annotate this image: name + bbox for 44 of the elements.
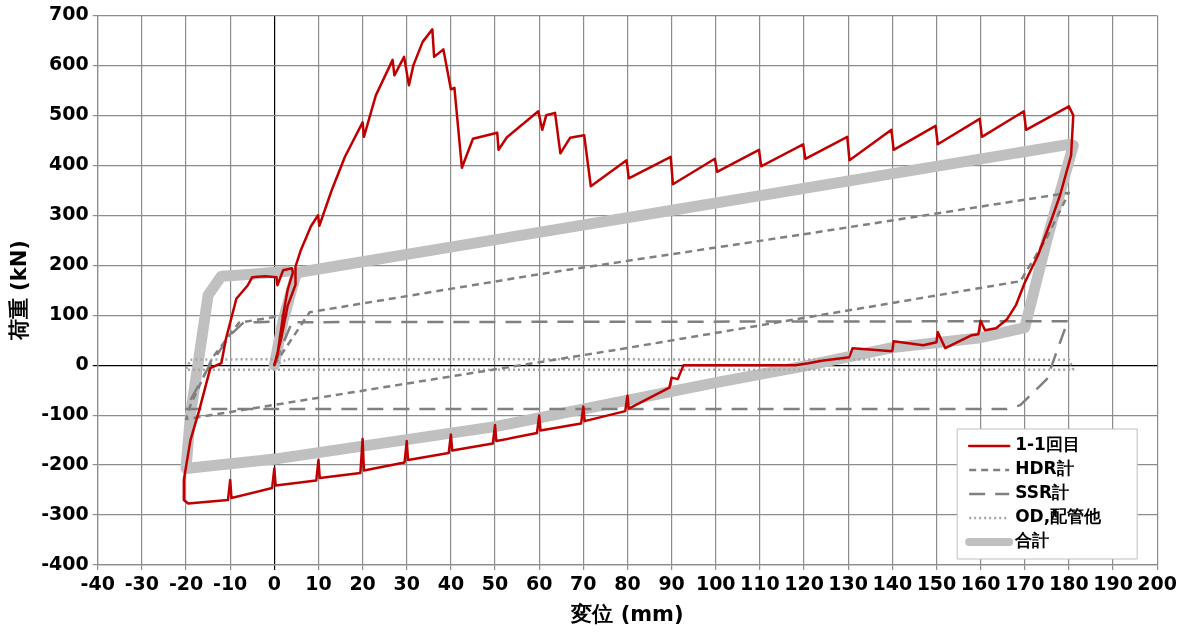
y-tick-label: 500	[49, 102, 89, 125]
y-tick-label: 300	[49, 202, 89, 225]
x-tick-label: 20	[349, 572, 376, 595]
x-tick-label: 100	[695, 572, 736, 595]
x-tick-label: 140	[872, 572, 913, 595]
y-tick-label: 100	[49, 302, 89, 325]
x-tick-label: 150	[916, 572, 957, 595]
x-tick-label: 70	[570, 572, 597, 595]
y-tick-label: -200	[41, 452, 89, 475]
y-tick-label: -300	[41, 501, 89, 524]
x-tick-label: -30	[124, 572, 160, 595]
x-tick-label: 60	[525, 572, 553, 595]
x-tick-label: 200	[1137, 572, 1178, 595]
legend-label: SSR計	[1015, 482, 1069, 503]
x-tick-label: 10	[305, 572, 332, 595]
x-tick-label: -20	[168, 572, 204, 595]
x-tick-label: 40	[437, 572, 465, 595]
x-tick-label: 80	[614, 572, 641, 595]
y-tick-label: -400	[41, 551, 89, 574]
y-tick-label: 700	[49, 2, 89, 25]
x-tick-label: 30	[393, 572, 420, 595]
legend-label: OD,配管他	[1015, 506, 1103, 527]
x-tick-label: 110	[740, 572, 780, 595]
x-tick-label: -10	[213, 572, 248, 595]
x-tick-label: 180	[1049, 572, 1089, 595]
x-tick-label: -40	[80, 572, 115, 595]
x-tick-label: 0	[267, 572, 281, 595]
y-tick-label: 200	[49, 252, 89, 275]
x-tick-label: 130	[828, 572, 869, 595]
x-tick-label: 120	[784, 572, 824, 595]
legend-label: HDR計	[1015, 458, 1074, 479]
x-tick-label: 50	[481, 572, 509, 595]
y-tick-label: 600	[49, 52, 89, 75]
x-tick-label: 190	[1093, 572, 1133, 595]
legend-label: 1-1回目	[1015, 434, 1080, 455]
x-axis-title: 変位 (mm)	[570, 601, 684, 626]
x-tick-label: 170	[1004, 572, 1045, 595]
legend-label: 合計	[1014, 530, 1050, 551]
y-tick-label: -100	[41, 402, 89, 425]
x-tick-label: 160	[960, 572, 1001, 595]
y-tick-label: 400	[49, 152, 89, 175]
x-tick-label: 90	[658, 572, 685, 595]
y-axis-title: 荷重 (kN)	[7, 240, 32, 342]
y-tick-label: 0	[75, 352, 89, 375]
